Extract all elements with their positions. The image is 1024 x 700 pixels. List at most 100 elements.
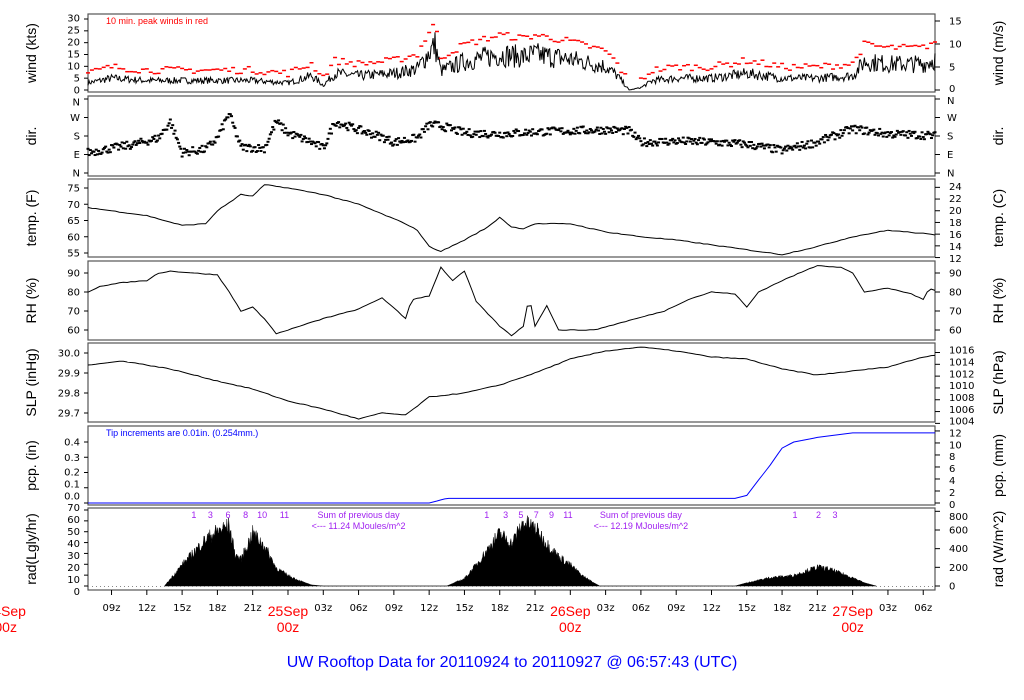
radiation-hour-mark: 3 <box>503 510 508 520</box>
y-tick-label-right: 14 <box>949 242 962 253</box>
wind-direction-point <box>507 132 511 135</box>
wind-direction-point <box>597 129 601 132</box>
wind-direction-point <box>824 133 828 136</box>
wind-direction-point <box>131 143 135 146</box>
wind-direction-point <box>637 134 641 137</box>
wind-direction-point <box>667 142 671 145</box>
wind-direction-point <box>338 126 342 129</box>
series-line-rh <box>87 265 936 337</box>
wind-direction-point <box>395 143 399 146</box>
y-tick-label: 10 <box>67 575 80 586</box>
wind-direction-point <box>567 131 571 134</box>
wind-direction-point <box>752 143 756 146</box>
wind-direction-point <box>634 138 638 141</box>
wind-direction-point <box>497 135 501 138</box>
wind-direction-point <box>204 145 208 148</box>
y-tick-label: 65 <box>67 216 80 227</box>
y-tick-label: 5 <box>74 74 80 85</box>
wind-direction-point <box>829 133 833 136</box>
wind-direction-point <box>642 137 646 140</box>
wind-direction-point <box>344 122 348 125</box>
wind-direction-point <box>588 127 592 130</box>
wind-direction-point <box>412 133 416 136</box>
y-tick-label-right: 90 <box>949 269 962 280</box>
series-line-slp <box>87 346 936 420</box>
wind-direction-point <box>684 143 688 146</box>
wind-direction-point <box>806 140 810 143</box>
wind-direction-point <box>638 137 642 140</box>
y-tick-label-right: 6 <box>949 464 955 475</box>
wind-direction-point <box>741 140 745 143</box>
radiation-hour-mark: 3 <box>208 510 213 520</box>
wind-direction-point <box>899 133 903 136</box>
wind-direction-point <box>381 134 385 137</box>
y-tick-label-right: 800 <box>949 512 968 523</box>
wind-direction-point <box>320 142 324 145</box>
wind-direction-point <box>186 150 190 153</box>
wind-direction-point <box>714 142 718 145</box>
y-axis-label: RH (%) <box>23 278 39 324</box>
wind-direction-point <box>598 132 602 135</box>
x-tick-label: 03z <box>597 603 615 614</box>
wind-direction-point <box>837 133 841 136</box>
wind-direction-point <box>606 127 610 130</box>
wind-direction-point <box>418 133 422 136</box>
wind-direction-point <box>101 148 105 151</box>
wind-direction-point <box>875 132 879 135</box>
y-tick-label-right: 1010 <box>949 381 974 392</box>
y-tick-label: 20 <box>67 38 80 49</box>
wind-direction-point <box>705 142 709 145</box>
wind-direction-point <box>139 137 143 140</box>
wind-direction-point <box>820 138 824 141</box>
wind-direction-point <box>687 137 691 140</box>
wind-direction-point <box>355 132 359 135</box>
wind-direction-point <box>441 126 445 129</box>
wind-direction-point <box>154 140 158 143</box>
wind-direction-point <box>360 132 364 135</box>
wind-direction-point <box>915 137 919 140</box>
wind-direction-point <box>301 137 305 140</box>
wind-direction-point <box>729 145 733 148</box>
wind-direction-point <box>635 136 639 139</box>
wind-direction-point <box>155 139 159 142</box>
wind-direction-point <box>839 129 843 132</box>
wind-direction-point <box>171 124 175 127</box>
x-tick-label: 06z <box>632 603 650 614</box>
wind-direction-point <box>90 152 94 155</box>
wind-direction-point <box>688 140 692 143</box>
wind-direction-point <box>801 146 805 149</box>
wind-direction-point <box>614 130 618 133</box>
y-tick-label: 60 <box>67 515 80 526</box>
y-tick-label-right: 0 <box>949 84 955 95</box>
wind-direction-point <box>813 141 817 144</box>
y-axis-label: temp. (F) <box>23 190 39 247</box>
y-tick-label: 60 <box>67 326 80 337</box>
wind-direction-point <box>760 142 764 145</box>
wind-direction-point <box>422 130 426 133</box>
wind-direction-point <box>558 127 562 130</box>
wind-direction-point <box>531 128 535 131</box>
wind-direction-point <box>467 128 471 131</box>
wind-direction-point <box>255 150 259 153</box>
wind-direction-point <box>821 136 825 139</box>
wind-direction-point <box>501 136 505 139</box>
radiation-hour-mark: 9 <box>549 510 554 520</box>
radiation-hour-mark: 5 <box>518 510 523 520</box>
wind-direction-point <box>334 124 338 127</box>
wind-direction-point <box>615 127 619 130</box>
wind-direction-point <box>601 127 605 130</box>
wind-direction-point <box>528 130 532 133</box>
wind-direction-point <box>578 132 582 135</box>
wind-direction-point <box>726 144 730 147</box>
wind-direction-point <box>94 148 98 151</box>
y-tick-label-right: W <box>947 113 957 124</box>
wind-direction-point <box>426 128 430 131</box>
wind-direction-point <box>513 131 517 134</box>
wind-direction-point <box>493 131 497 134</box>
wind-direction-point <box>893 135 897 138</box>
wind-direction-point <box>374 130 378 133</box>
wind-direction-point <box>787 147 791 150</box>
y-axis-label: rad(Lgly/hr) <box>23 513 39 585</box>
wind-direction-point <box>399 141 403 144</box>
wind-direction-point <box>368 133 372 136</box>
